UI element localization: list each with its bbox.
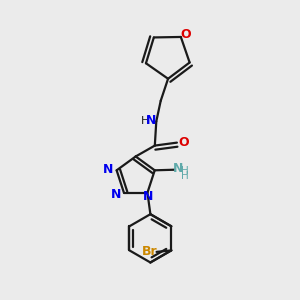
Text: N: N [173,162,184,175]
Text: N: N [143,190,154,203]
Text: H: H [181,166,189,176]
Text: H: H [141,116,149,126]
Text: N: N [146,114,156,127]
Text: H: H [181,171,189,181]
Text: O: O [178,136,189,149]
Text: Br: Br [141,245,157,258]
Text: N: N [111,188,122,201]
Text: O: O [181,28,191,41]
Text: N: N [103,163,114,176]
